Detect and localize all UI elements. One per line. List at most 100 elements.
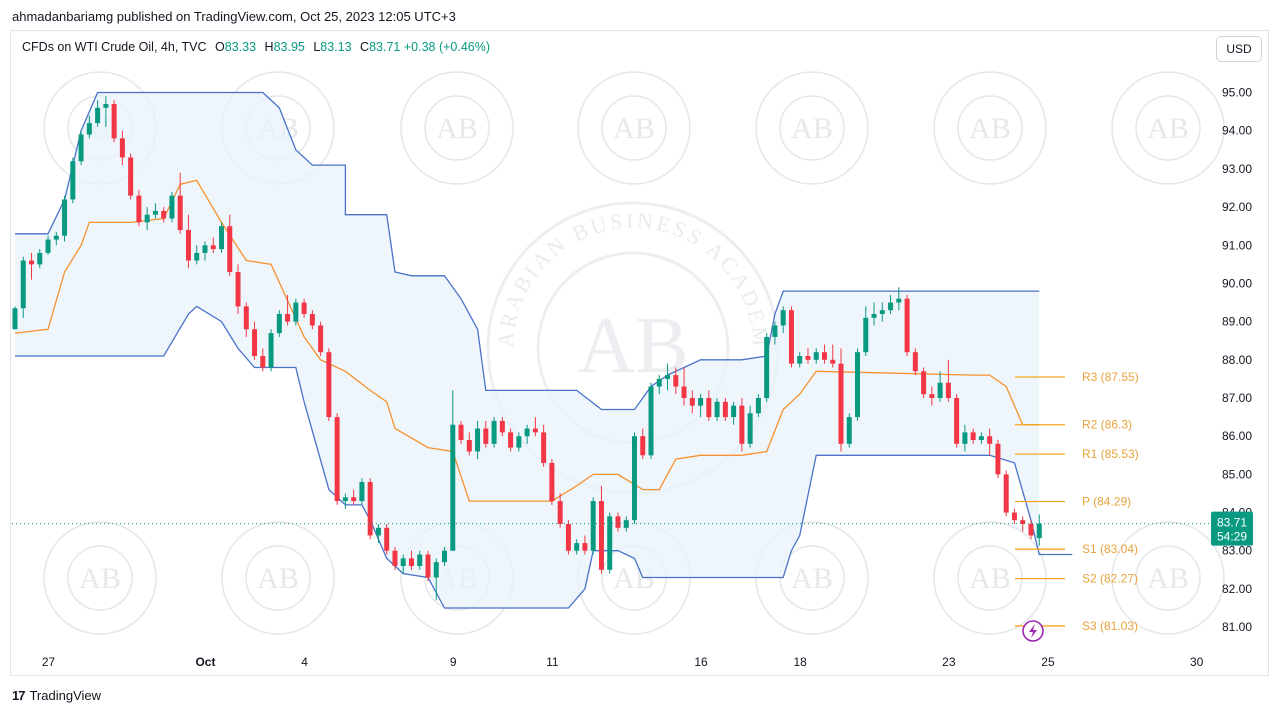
candle-body [169,195,175,219]
candle [747,405,753,448]
candle [29,252,35,280]
candle [565,520,571,555]
band-upper-line [15,91,1040,411]
candle [359,478,365,505]
tv-logo-mark: 17 [12,688,26,703]
x-tick-label: 25 [1041,655,1055,669]
high-label: H [264,40,274,54]
publisher-line: ahmadanbariamg published on TradingView.… [12,9,456,24]
y-tick-label: 93.00 [1222,162,1252,176]
candle [86,115,92,139]
candle-body [739,405,745,444]
watermark-ring [1111,521,1225,635]
candle-body [334,417,340,502]
candle [185,214,191,269]
candle [830,344,836,368]
candle-body [1028,524,1034,536]
candle-body [70,161,76,200]
candle [764,333,770,402]
candle-body [805,356,811,360]
candle-body [466,440,472,452]
candle [260,348,266,372]
candle-body [871,314,877,318]
candle-body [177,195,183,230]
candle-body [797,356,803,364]
candle [797,352,803,368]
candle-body [665,375,671,379]
candle [954,394,960,448]
candle-body [582,543,588,551]
candle [739,398,745,452]
candle [755,394,761,418]
candle [805,348,811,364]
candle-body [714,401,720,418]
candle-body [1003,474,1009,513]
candle [433,558,439,601]
candle-body [202,245,208,253]
candle-body [111,104,117,139]
y-tick-label: 89.00 [1222,315,1252,329]
candle [855,348,861,421]
candle [557,493,563,528]
watermark-ring [221,521,335,635]
candle [904,294,910,356]
y-tick-label: 90.00 [1222,276,1252,290]
candle-body [1036,523,1042,539]
candle-body [945,382,951,398]
candle-body [830,359,836,364]
candle [103,96,109,127]
candle [227,214,233,276]
x-tick-label: 23 [942,655,956,669]
candle [268,329,274,372]
candle-body [285,314,291,322]
pivot-label-r3: R3 (87.55) [1082,370,1139,384]
watermark-inner-ring [779,95,845,161]
watermark-ring [43,521,157,635]
candle [590,497,596,555]
candle-body [384,527,390,551]
candle [425,550,431,582]
candle-body [152,210,158,215]
candle-body [896,298,902,303]
candle [541,424,547,467]
lightning-icon[interactable] [1022,620,1044,642]
candle-body [95,107,101,124]
candle [681,367,687,406]
candle [144,207,150,230]
candle [896,287,902,311]
candle-body [813,352,819,360]
candle-body [243,306,249,330]
candle [466,432,472,456]
watermark-ring [933,71,1047,185]
candle-body [962,432,968,444]
candle [714,398,720,421]
candle [772,321,778,345]
candle [417,550,423,570]
tradingview-logo[interactable]: 17 TradingView [12,688,101,703]
candle [210,237,216,253]
candle-body [747,413,753,444]
candle [656,375,662,395]
low-value: 83.13 [320,40,352,54]
watermark-monogram: AB [79,562,121,595]
x-tick-label: 11 [546,655,559,669]
y-tick-label: 92.00 [1222,200,1252,214]
candle-body [912,352,918,372]
candle-body [392,550,398,566]
axes: 81.0082.0083.0084.0085.0086.0087.0088.00… [12,86,1253,669]
open-label: O [215,40,225,54]
candle [483,420,489,448]
candle-body [326,352,332,418]
candle-body [706,398,712,418]
candle-body [937,382,943,398]
candle [731,401,737,425]
watermark-monogram: AB [969,562,1011,595]
currency-button[interactable]: USD [1216,36,1262,62]
x-tick-label: 16 [694,655,708,669]
candle-body [541,432,547,463]
candle [252,321,258,360]
candle [53,231,59,246]
x-tick-label: 18 [794,655,808,669]
candle-body [574,543,580,551]
